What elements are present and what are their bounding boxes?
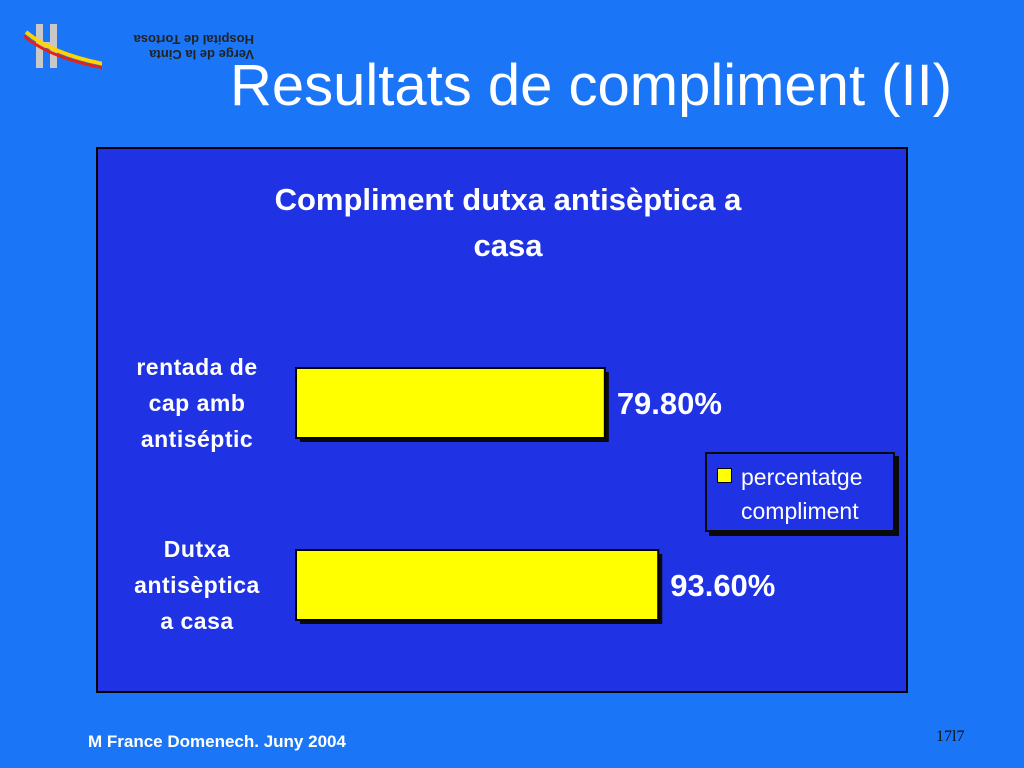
category-label-line: antisèptica	[134, 572, 260, 598]
logo-mark-icon	[23, 24, 105, 70]
category-label-line: rentada de	[136, 354, 258, 380]
category-label-rentada: rentada de cap amb antiséptic	[102, 349, 292, 457]
page-number: 17l7	[936, 728, 965, 745]
bar-0	[295, 367, 606, 439]
footer-author: M France Domenech. Juny 2004	[88, 732, 346, 751]
bar-1	[295, 549, 660, 621]
slide-title: Resultats de compliment (II)	[230, 53, 953, 118]
data-label-0: 79.80%	[617, 386, 722, 421]
legend-label-line1: percentatge	[741, 464, 863, 490]
legend-swatch	[717, 468, 732, 483]
chart-area: Compliment dutxa antisèptica a casa rent…	[96, 147, 908, 693]
chart-title: Compliment dutxa antisèptica a casa	[98, 177, 918, 269]
legend: percentatge compliment	[705, 452, 895, 532]
category-label-line: Dutxa	[163, 536, 231, 562]
category-label-line: antiséptic	[140, 426, 254, 452]
chart-title-line1: Compliment dutxa antisèptica a	[274, 182, 742, 217]
logo-text-line2: Hospital de Tortosa	[133, 32, 254, 47]
data-label-1: 93.60%	[670, 568, 775, 603]
chart-title-line2: casa	[473, 228, 543, 263]
hospital-logo: Verge de la Cinta Hospital de Tortosa	[22, 14, 254, 74]
bar-plot: 79.80% 93.60%	[295, 367, 775, 624]
category-label-line: cap amb	[148, 390, 246, 416]
legend-label-line2: compliment	[741, 498, 859, 524]
category-label-dutxa: Dutxa antisèptica a casa	[102, 531, 292, 639]
legend-label: percentatge compliment	[741, 460, 901, 528]
category-label-line: a casa	[160, 608, 234, 634]
